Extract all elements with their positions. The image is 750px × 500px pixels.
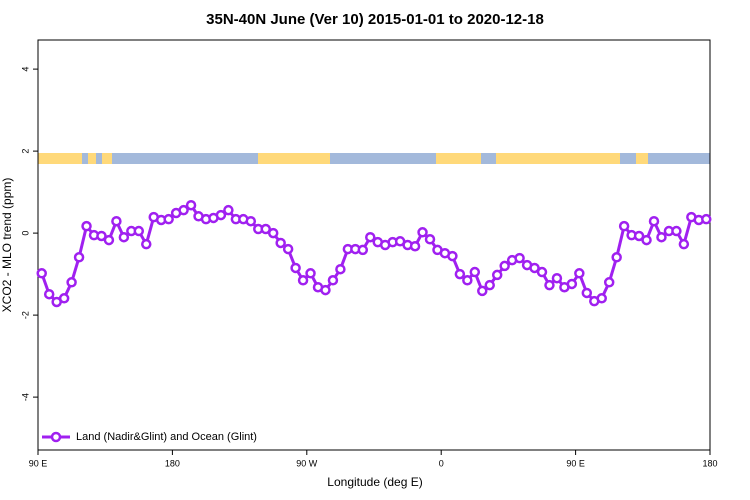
legend-marker [50, 431, 62, 443]
y-tick-label: 4 [20, 67, 30, 72]
y-axis-label: XCO2 - MLO trend (ppm) [0, 178, 14, 313]
y-tick-label: -2 [20, 311, 30, 319]
data-point [163, 213, 174, 225]
data-point [111, 215, 122, 227]
land-ocean-strip [38, 153, 710, 164]
data-point [499, 260, 510, 272]
x-tick-label: 0 [439, 458, 444, 468]
data-point [305, 268, 316, 279]
legend-label: Land (Nadir&Glint) and Ocean (Glint) [76, 431, 257, 443]
data-point [648, 215, 660, 227]
data-point [365, 231, 376, 243]
data-point [327, 275, 339, 286]
data-point [96, 230, 107, 242]
x-tick-label: 180 [702, 458, 717, 468]
data-point [320, 284, 331, 296]
data-point [462, 275, 473, 286]
data-point [656, 231, 667, 243]
data-point [133, 225, 145, 237]
y-tick-label: 0 [20, 231, 30, 236]
data-point [290, 262, 301, 274]
data-point [574, 268, 585, 279]
data-point [58, 293, 70, 304]
x-tick-label: 90 E [566, 458, 585, 468]
data-point [544, 279, 555, 291]
data-point [596, 293, 607, 304]
data-point [477, 285, 488, 297]
data-point [671, 225, 682, 237]
data-point [641, 234, 652, 246]
data-point [551, 272, 563, 284]
y-tick-label: 2 [20, 149, 30, 154]
data-point [581, 287, 593, 299]
x-tick-label: 180 [165, 458, 180, 468]
data-point [424, 234, 436, 245]
data-point [223, 204, 234, 216]
data-point [618, 220, 630, 232]
chart-title: 35N-40N June (Ver 10) 2015-01-01 to 2020… [206, 11, 544, 28]
data-point [701, 213, 712, 225]
data-point [215, 209, 227, 221]
data-point [514, 252, 525, 264]
y-tick-label: -4 [20, 393, 30, 401]
data-point [491, 269, 503, 281]
data-point [43, 288, 55, 300]
data-point [536, 266, 548, 278]
data-point [267, 227, 279, 239]
data-point [409, 240, 421, 252]
data-point [141, 238, 152, 250]
data-point [611, 252, 622, 263]
data-point [81, 220, 92, 232]
data-point [357, 244, 369, 256]
data-point [297, 275, 309, 286]
x-tick-label: 90 W [296, 458, 318, 468]
data-point [678, 238, 690, 250]
data-point [73, 252, 85, 263]
data-point [484, 279, 495, 291]
data-point [275, 237, 286, 249]
data-point [282, 243, 294, 255]
data-point [185, 199, 197, 211]
x-axis-label: Longitude (deg E) [327, 475, 422, 489]
data-point [469, 266, 481, 278]
data-point [178, 204, 189, 216]
data-point [454, 268, 466, 280]
data-point [417, 227, 428, 238]
series-line [40, 203, 707, 304]
data-point [118, 231, 130, 243]
data-point [633, 230, 645, 242]
legend: Land (Nadir&Glint) and Ocean (Glint) [42, 431, 257, 443]
data-point [36, 268, 47, 279]
x-tick-label: 90 E [29, 458, 48, 468]
data-point [245, 215, 257, 227]
data-point [260, 223, 271, 235]
data-point [66, 277, 77, 288]
data-point [103, 234, 115, 246]
plot-frame [37, 39, 711, 451]
data-point [603, 277, 615, 288]
data-point [529, 262, 540, 274]
data-point [335, 263, 346, 275]
data-point [447, 250, 458, 262]
data-point [566, 278, 578, 290]
